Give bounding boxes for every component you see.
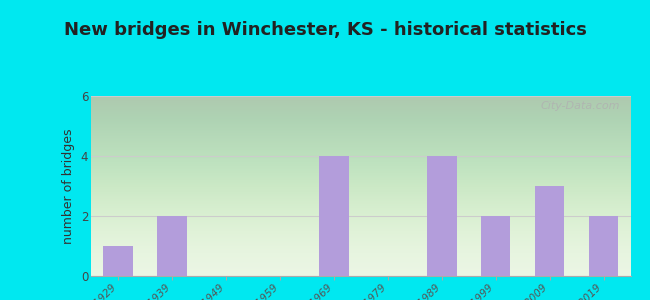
Bar: [589, 216, 618, 276]
Text: City-Data.com: City-Data.com: [540, 101, 619, 111]
Bar: [427, 156, 456, 276]
Bar: [481, 216, 510, 276]
Y-axis label: number of bridges: number of bridges: [62, 128, 75, 244]
Bar: [103, 246, 133, 276]
Bar: [319, 156, 348, 276]
Bar: [535, 186, 564, 276]
Text: New bridges in Winchester, KS - historical statistics: New bridges in Winchester, KS - historic…: [64, 21, 586, 39]
Bar: [157, 216, 187, 276]
